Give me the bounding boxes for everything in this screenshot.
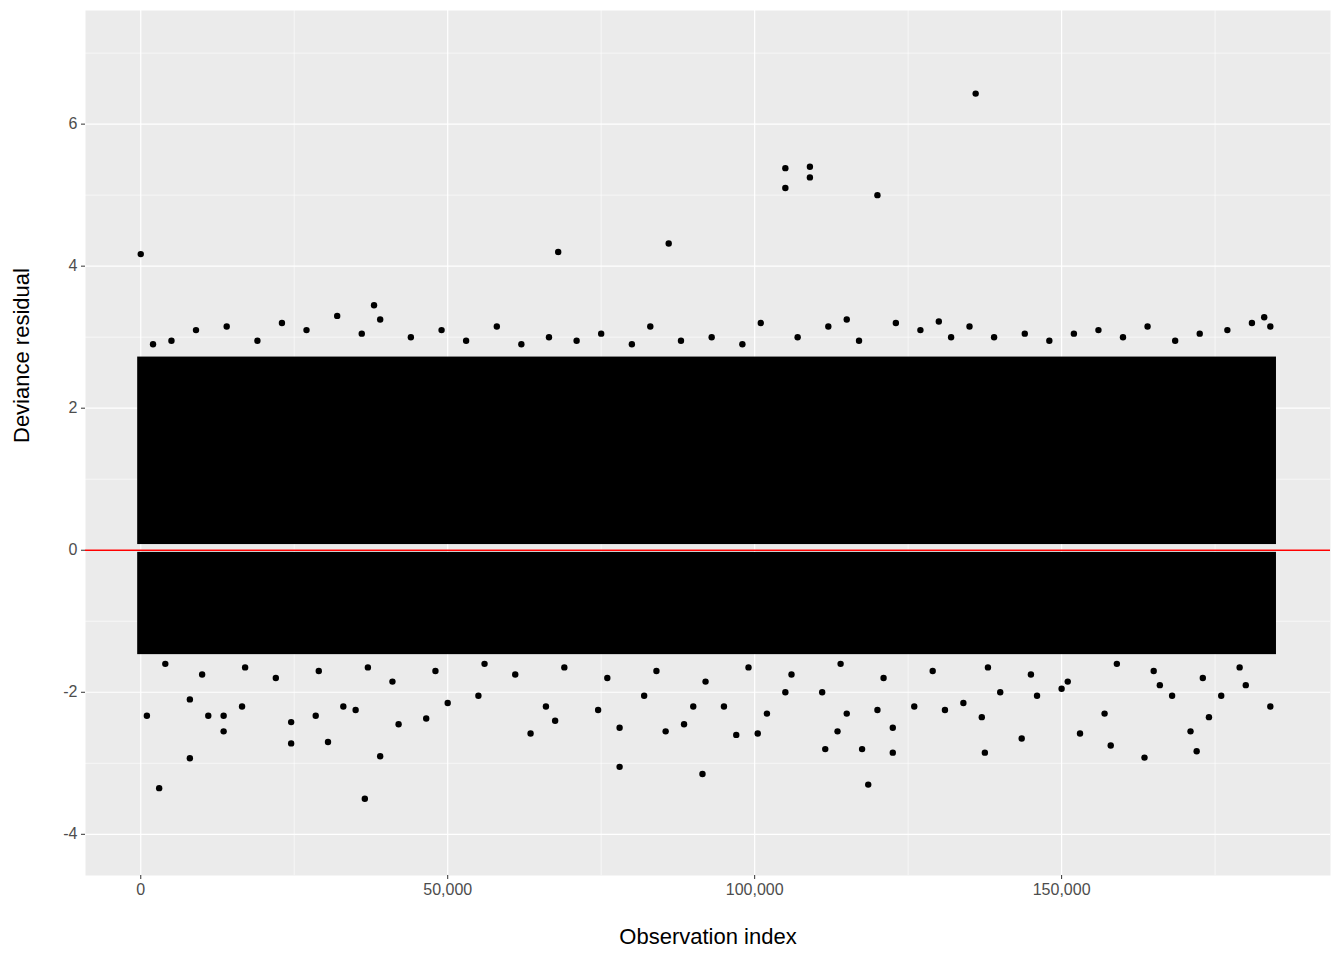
svg-text:0: 0 (136, 881, 145, 898)
svg-text:6: 6 (69, 115, 78, 132)
svg-text:4: 4 (69, 257, 78, 274)
svg-text:100,000: 100,000 (726, 881, 784, 898)
svg-text:-4: -4 (63, 825, 77, 842)
svg-text:-2: -2 (63, 683, 77, 700)
svg-text:Observation index: Observation index (619, 924, 796, 949)
svg-text:2: 2 (69, 399, 78, 416)
svg-text:0: 0 (69, 541, 78, 558)
svg-text:Deviance residual: Deviance residual (9, 268, 34, 443)
svg-text:150,000: 150,000 (1033, 881, 1091, 898)
svg-text:50,000: 50,000 (423, 881, 472, 898)
